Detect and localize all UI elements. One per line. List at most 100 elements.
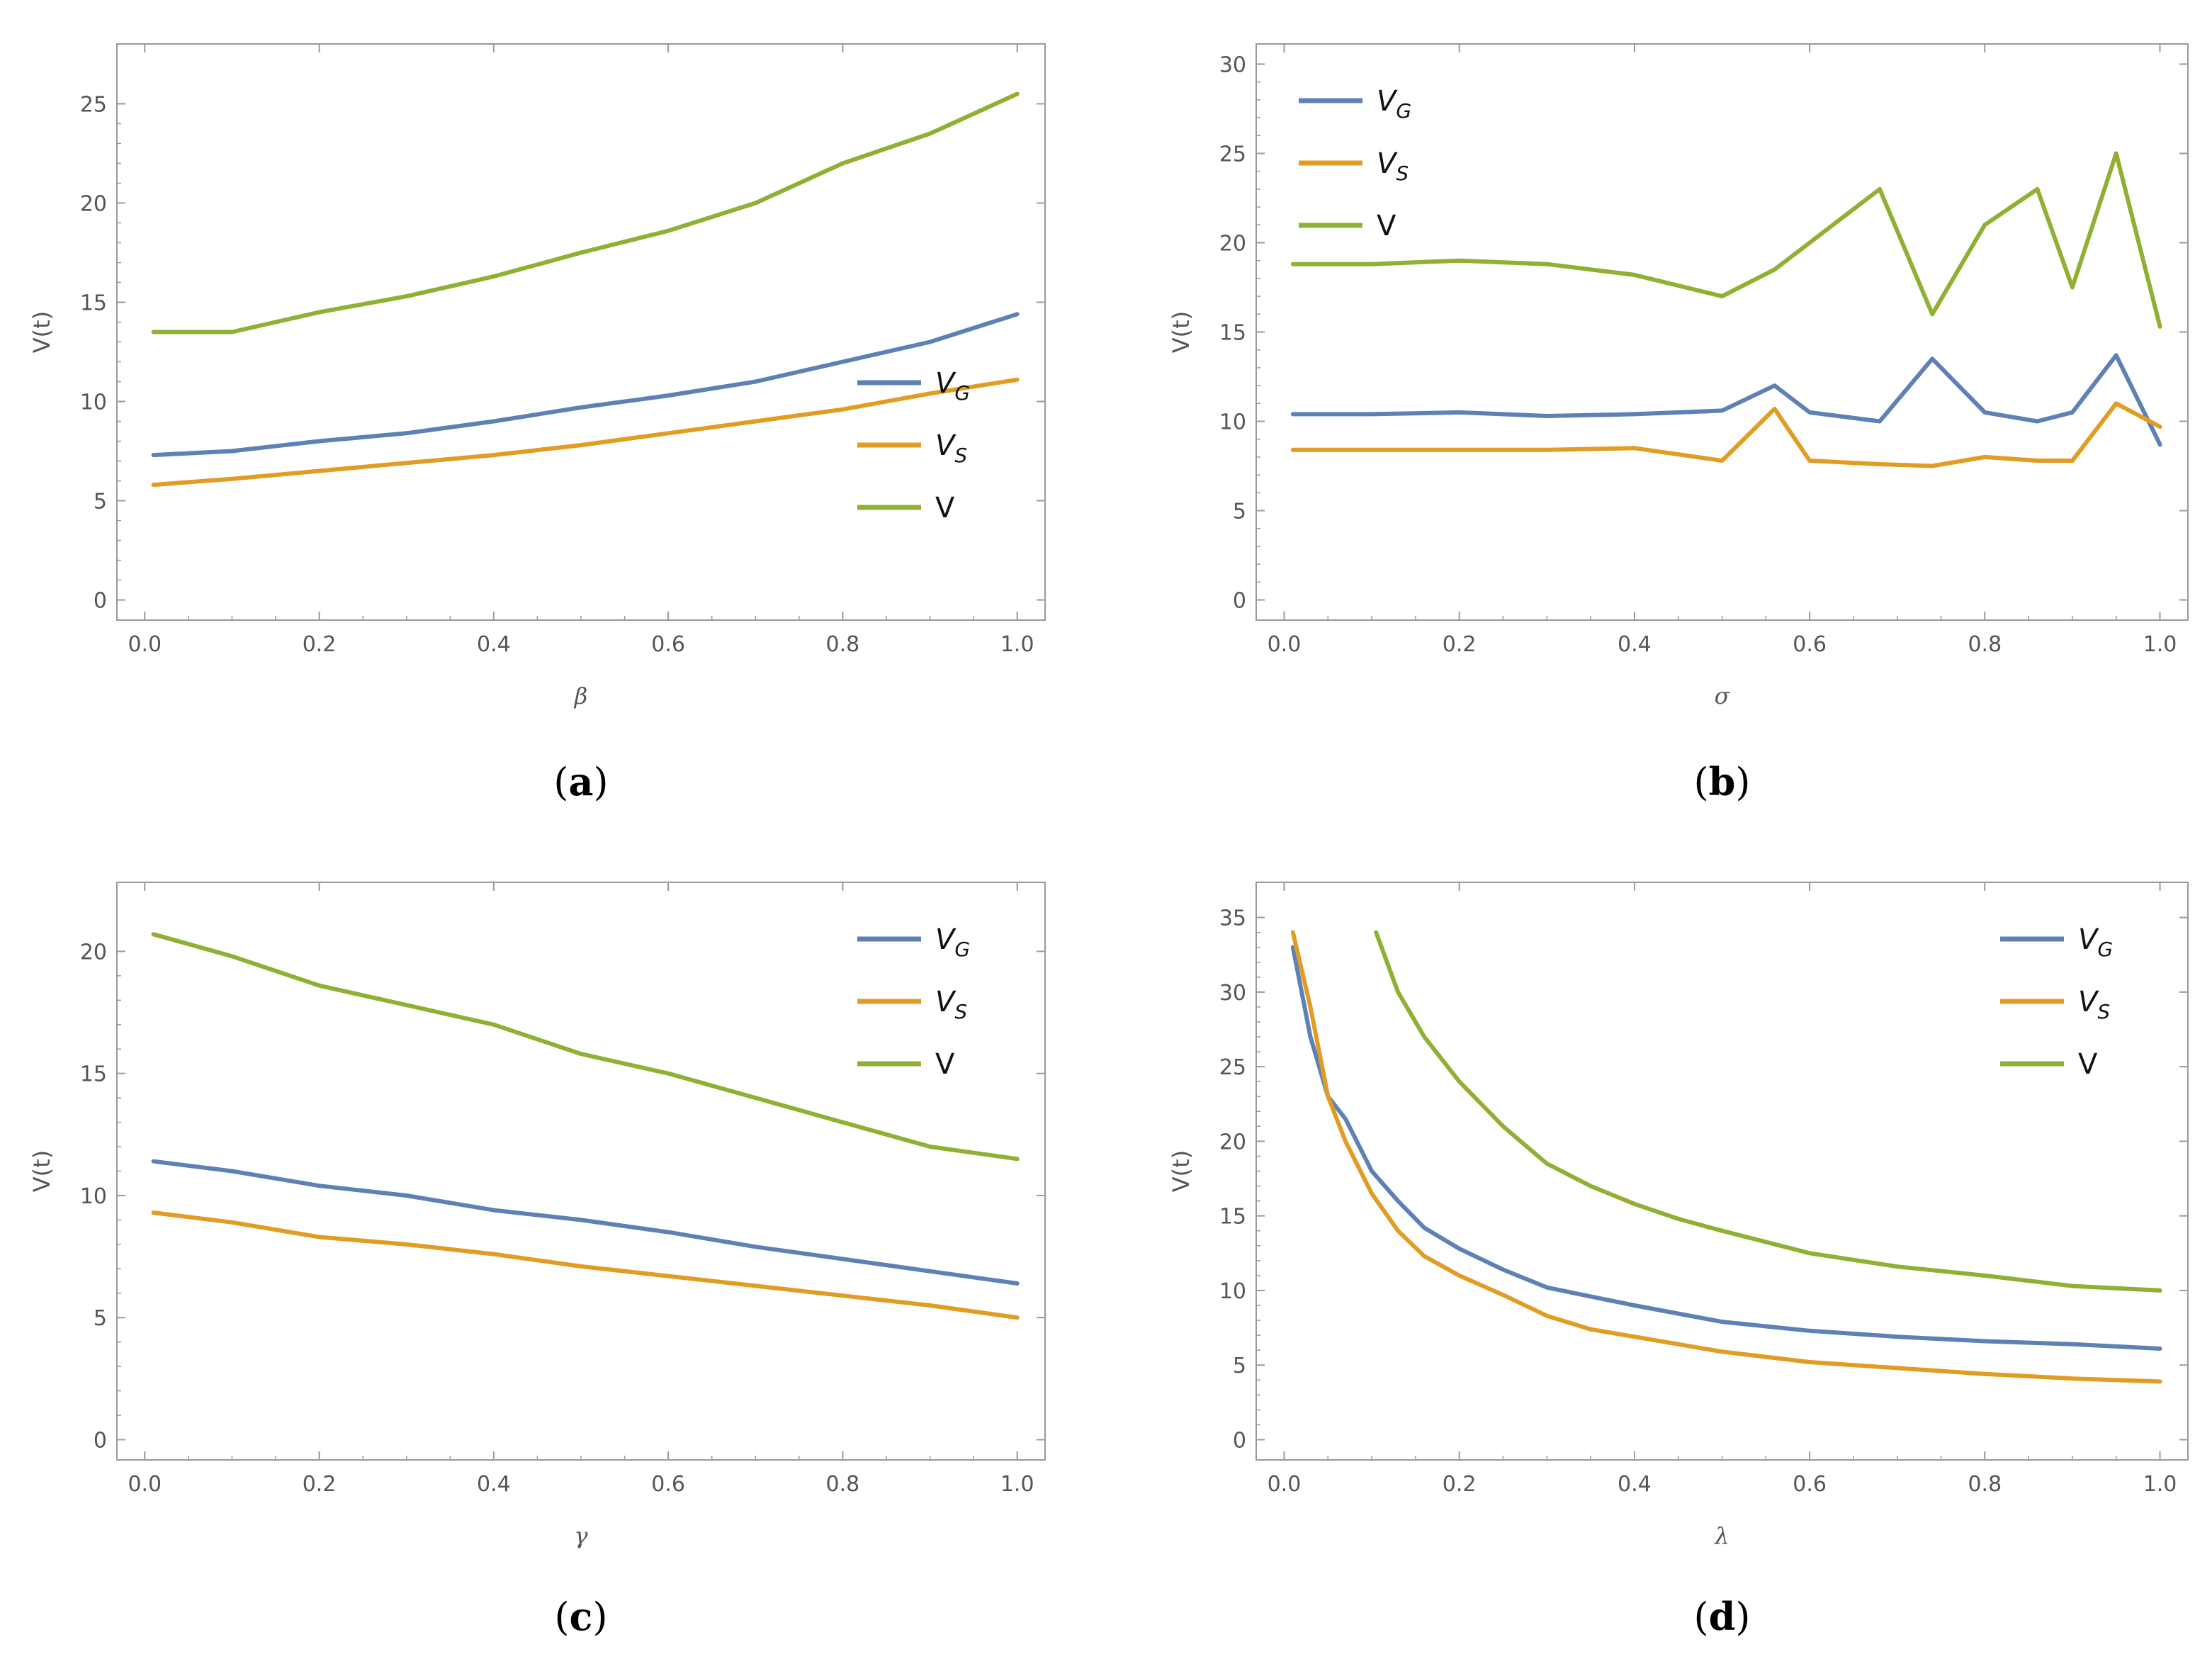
legend-subscript: G bbox=[2097, 938, 2113, 961]
y-axis-label: V(t) bbox=[1168, 311, 1195, 353]
series-line-v bbox=[1374, 930, 2162, 1293]
series-line-vs bbox=[151, 1210, 1020, 1320]
legend-base: V bbox=[935, 986, 957, 1018]
plot-frame bbox=[1255, 43, 2189, 621]
x-tick-label: 0.8 bbox=[1968, 1472, 2002, 1497]
y-tick-label: 30 bbox=[1219, 981, 1246, 1006]
y-tick-label: 15 bbox=[1219, 321, 1246, 346]
legend-entry: VS bbox=[935, 986, 967, 1023]
series-line-v bbox=[1290, 151, 2162, 329]
x-tick-label: 0.0 bbox=[1268, 1472, 1302, 1497]
legend-base: V bbox=[1377, 210, 1396, 242]
legend-entry: VG bbox=[935, 923, 970, 961]
y-tick-label: 5 bbox=[1233, 500, 1246, 524]
legend-entry: VS bbox=[2078, 986, 2110, 1023]
plot-frame bbox=[1255, 882, 2189, 1461]
y-tick-label: 20 bbox=[80, 940, 107, 965]
y-tick-label: 10 bbox=[80, 1184, 107, 1209]
legend-subscript: S bbox=[954, 444, 967, 467]
y-tick-label: 20 bbox=[1219, 231, 1246, 256]
series-line-v bbox=[151, 91, 1020, 335]
y-tick-label: 0 bbox=[94, 589, 107, 614]
y-tick-label: 35 bbox=[1219, 906, 1246, 931]
y-tick-label: 25 bbox=[1219, 142, 1246, 167]
caption-letter: c bbox=[570, 1594, 593, 1639]
x-tick-label: 0.6 bbox=[1793, 1472, 1827, 1497]
y-tick-label: 15 bbox=[80, 291, 107, 315]
legend-base: V bbox=[1377, 85, 1398, 118]
y-tick-label: 10 bbox=[1219, 410, 1246, 435]
x-tick-label: 0.4 bbox=[477, 632, 511, 657]
plot-frame bbox=[116, 43, 1046, 621]
series-line-vg bbox=[151, 312, 1020, 458]
legend-base: V bbox=[935, 492, 955, 524]
legend-subscript: S bbox=[2097, 1000, 2110, 1023]
y-tick-label: 5 bbox=[1233, 1354, 1246, 1378]
y-axis-label: V(t) bbox=[1168, 1150, 1195, 1192]
legend-entry: VS bbox=[1377, 147, 1409, 185]
y-tick-label: 25 bbox=[1219, 1055, 1246, 1080]
y-tick-label: 30 bbox=[1219, 52, 1246, 77]
x-tick-label: 0.8 bbox=[1968, 632, 2002, 657]
x-tick-label: 0.8 bbox=[826, 632, 860, 657]
y-axis-label: V(t) bbox=[28, 311, 55, 353]
y-tick-label: 20 bbox=[80, 191, 107, 216]
panel-a: 0.0 0.2 0.4 0.6 0.8 1.00510152025βV(t)VGVSV(a… bbox=[28, 43, 1046, 804]
x-axis-label: γ bbox=[574, 1522, 588, 1549]
y-tick-label: 5 bbox=[94, 1306, 107, 1331]
y-tick-label: 15 bbox=[80, 1062, 107, 1087]
series-line-vs bbox=[1290, 930, 2162, 1384]
x-axis-label: λ bbox=[1713, 1522, 1729, 1549]
legend-base: V bbox=[2078, 1048, 2098, 1081]
x-tick-label: 1.0 bbox=[2143, 632, 2177, 657]
legend-base: V bbox=[935, 367, 957, 400]
y-tick-label: 10 bbox=[80, 390, 107, 415]
legend-subscript: G bbox=[954, 381, 970, 405]
x-tick-label: 0.0 bbox=[128, 632, 162, 657]
y-tick-label: 5 bbox=[94, 490, 107, 515]
legend-base: V bbox=[2078, 986, 2099, 1018]
y-tick-label: 0 bbox=[94, 1428, 107, 1453]
y-tick-label: 20 bbox=[1219, 1130, 1246, 1154]
x-tick-label: 0.8 bbox=[826, 1472, 860, 1497]
x-tick-label: 0.0 bbox=[1268, 632, 1302, 657]
legend-subscript: G bbox=[954, 938, 970, 961]
x-tick-label: 0.2 bbox=[1443, 1472, 1477, 1497]
x-tick-label: 0.4 bbox=[1618, 632, 1652, 657]
legend-subscript: S bbox=[1396, 162, 1409, 185]
x-tick-label: 0.0 bbox=[128, 1472, 162, 1497]
plot-frame bbox=[116, 882, 1046, 1461]
legend-entry: V bbox=[935, 492, 955, 524]
legend-entry: VS bbox=[935, 429, 967, 467]
x-tick-label: 0.6 bbox=[651, 632, 685, 657]
x-tick-label: 0.2 bbox=[303, 632, 337, 657]
y-tick-label: 25 bbox=[80, 92, 107, 117]
legend-entry: VG bbox=[1377, 85, 1411, 123]
legend-subscript: G bbox=[1396, 99, 1411, 123]
legend-entry: VG bbox=[935, 367, 970, 405]
x-tick-label: 0.4 bbox=[1618, 1472, 1652, 1497]
legend-base: V bbox=[1377, 147, 1398, 180]
y-tick-label: 10 bbox=[1219, 1279, 1246, 1304]
legend-base: V bbox=[935, 1048, 955, 1081]
x-axis-label: β bbox=[574, 682, 588, 709]
x-tick-label: 1.0 bbox=[2143, 1472, 2177, 1497]
legend-base: V bbox=[935, 429, 957, 462]
y-tick-label: 0 bbox=[1233, 589, 1246, 614]
legend-subscript: S bbox=[954, 1000, 967, 1023]
legend-entry: V bbox=[935, 1048, 955, 1081]
y-tick-label: 0 bbox=[1233, 1428, 1246, 1453]
series-line-vs bbox=[151, 377, 1020, 488]
y-axis-label: V(t) bbox=[28, 1150, 55, 1192]
series-line-v bbox=[151, 932, 1020, 1162]
panel-b: 0.0 0.2 0.4 0.6 0.8 1.0051015202530σV(t)VGVSV… bbox=[1168, 43, 2189, 804]
x-tick-label: 0.2 bbox=[1443, 632, 1477, 657]
legend-entry: V bbox=[2078, 1048, 2098, 1081]
legend-entry: VG bbox=[2078, 923, 2113, 961]
caption-letter: a bbox=[569, 759, 594, 804]
